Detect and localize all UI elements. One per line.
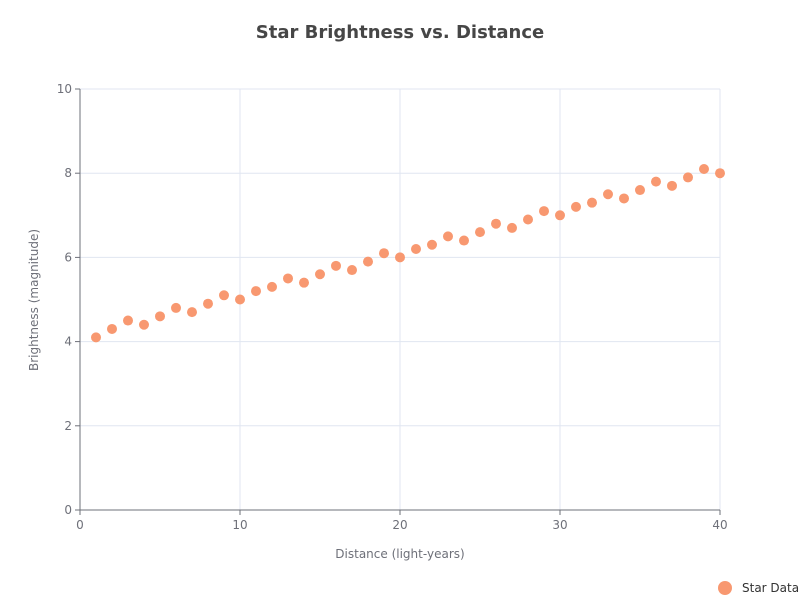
x-tick-label: 10 bbox=[232, 518, 247, 532]
grid bbox=[80, 88, 721, 510]
data-point[interactable] bbox=[379, 248, 389, 259]
tick-labels: 0 10 20 30 40 0 2 4 6 8 10 bbox=[57, 82, 728, 532]
data-point[interactable] bbox=[171, 302, 181, 313]
data-point[interactable] bbox=[267, 281, 277, 292]
x-tick-label: 40 bbox=[712, 518, 727, 532]
data-point[interactable] bbox=[603, 189, 613, 200]
data-point[interactable] bbox=[651, 176, 661, 187]
data-point[interactable] bbox=[459, 235, 469, 246]
legend-label: Star Data bbox=[742, 581, 799, 595]
data-point[interactable] bbox=[107, 323, 117, 334]
data-point[interactable] bbox=[427, 239, 437, 250]
legend-marker bbox=[718, 581, 732, 595]
data-point[interactable] bbox=[219, 290, 229, 301]
data-point[interactable] bbox=[571, 201, 581, 212]
data-point[interactable] bbox=[555, 210, 565, 221]
data-point[interactable] bbox=[491, 218, 501, 229]
x-tick-label: 20 bbox=[392, 518, 407, 532]
data-point[interactable] bbox=[187, 307, 197, 318]
data-point[interactable] bbox=[715, 168, 725, 179]
data-point[interactable] bbox=[507, 222, 517, 233]
axes bbox=[75, 88, 721, 515]
data-point[interactable] bbox=[251, 286, 261, 297]
data-point[interactable] bbox=[411, 243, 421, 254]
data-point[interactable] bbox=[139, 319, 149, 330]
data-points bbox=[91, 163, 725, 343]
y-tick-label: 0 bbox=[64, 503, 72, 517]
legend[interactable]: Star Data bbox=[718, 581, 799, 595]
chart-title: Star Brightness vs. Distance bbox=[256, 22, 544, 43]
data-point[interactable] bbox=[331, 260, 341, 271]
data-point[interactable] bbox=[699, 163, 709, 174]
x-tick-label: 0 bbox=[76, 518, 84, 532]
x-axis-label: Distance (light-years) bbox=[335, 547, 464, 561]
data-point[interactable] bbox=[203, 298, 213, 309]
data-point[interactable] bbox=[683, 172, 693, 183]
y-tick-label: 2 bbox=[64, 419, 72, 433]
data-point[interactable] bbox=[619, 193, 629, 204]
data-point[interactable] bbox=[443, 231, 453, 242]
data-point[interactable] bbox=[587, 197, 597, 208]
data-point[interactable] bbox=[315, 269, 325, 280]
data-point[interactable] bbox=[299, 277, 309, 288]
x-tick-label: 30 bbox=[552, 518, 567, 532]
y-tick-label: 10 bbox=[57, 82, 72, 96]
y-tick-label: 8 bbox=[64, 166, 72, 180]
y-tick-label: 6 bbox=[64, 250, 72, 264]
data-point[interactable] bbox=[523, 214, 533, 225]
data-point[interactable] bbox=[283, 273, 293, 284]
data-point[interactable] bbox=[155, 311, 165, 322]
data-point[interactable] bbox=[475, 227, 485, 238]
data-point[interactable] bbox=[235, 294, 245, 305]
data-point[interactable] bbox=[123, 315, 133, 326]
y-axis-label: Brightness (magnitude) bbox=[27, 229, 41, 371]
data-point[interactable] bbox=[91, 332, 101, 343]
y-tick-label: 4 bbox=[64, 335, 72, 349]
data-point[interactable] bbox=[667, 180, 677, 191]
data-point[interactable] bbox=[539, 206, 549, 217]
data-point[interactable] bbox=[635, 185, 645, 196]
data-point[interactable] bbox=[363, 256, 373, 267]
data-point[interactable] bbox=[347, 265, 357, 276]
data-point[interactable] bbox=[395, 252, 405, 263]
